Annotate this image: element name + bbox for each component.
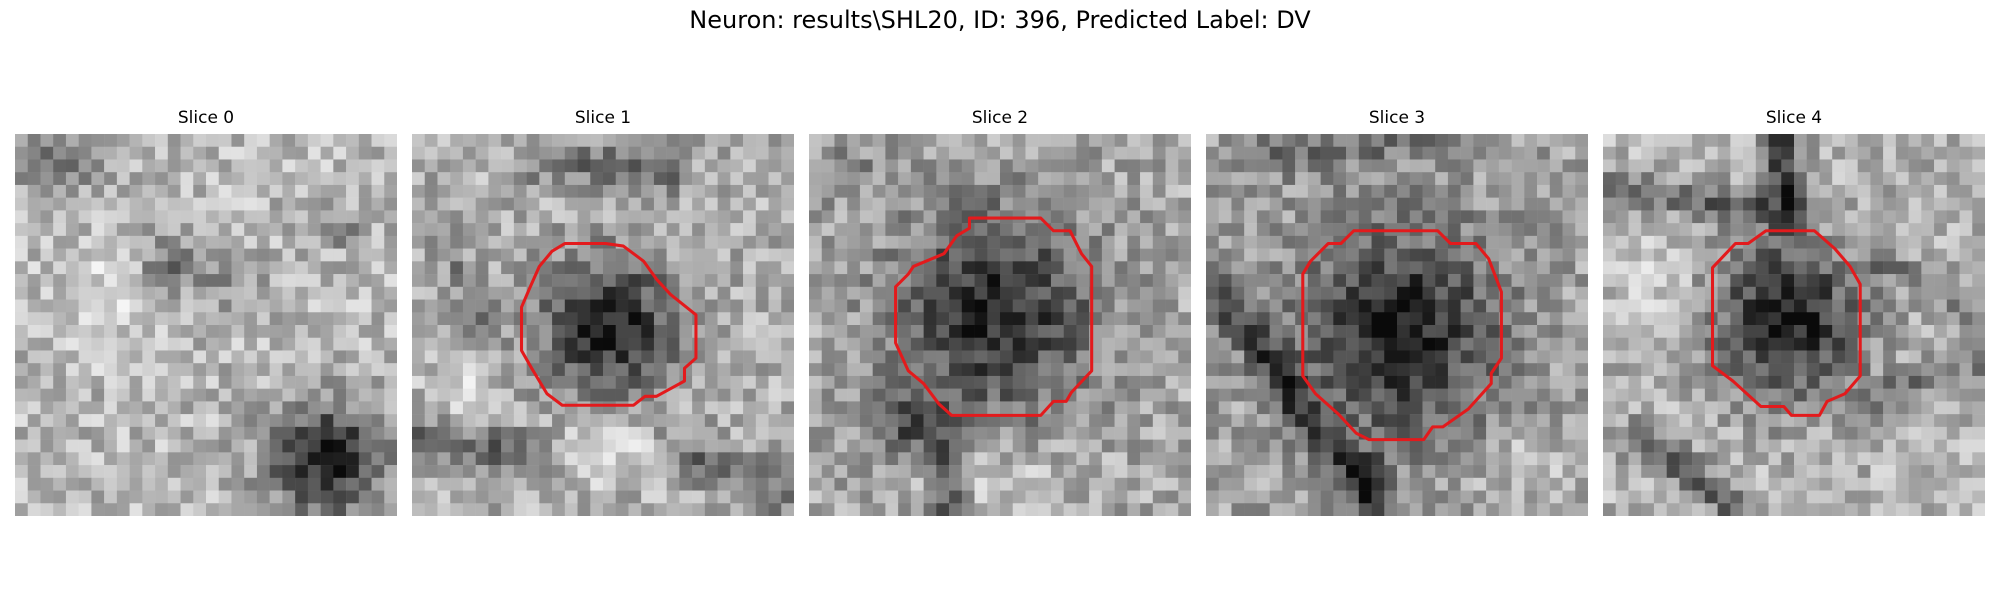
slice-panel-2: Slice 2 — [809, 108, 1191, 520]
slice-image — [1603, 134, 1985, 516]
slice-title: Slice 3 — [1368, 108, 1426, 128]
slice-image — [15, 134, 397, 516]
slice-title: Slice 1 — [574, 108, 632, 128]
slice-title: Slice 2 — [971, 108, 1029, 128]
figure-title: Neuron: results\SHL20, ID: 396, Predicte… — [689, 6, 1311, 34]
slice-panel-4: Slice 4 — [1603, 108, 1985, 520]
slice-panel-3: Slice 3 — [1206, 108, 1588, 520]
slice-panel-1: Slice 1 — [412, 108, 794, 520]
neuron-contour — [1301, 229, 1503, 442]
slice-panel-0: Slice 0 — [15, 108, 397, 520]
neuron-contour — [894, 216, 1094, 417]
neuron-contour — [519, 241, 698, 407]
slice-image — [412, 134, 794, 516]
slice-title: Slice 4 — [1765, 108, 1823, 128]
neuron-contour — [1710, 229, 1862, 417]
slice-title: Slice 0 — [177, 108, 235, 128]
slice-image — [1206, 134, 1588, 516]
slice-image — [809, 134, 1191, 516]
